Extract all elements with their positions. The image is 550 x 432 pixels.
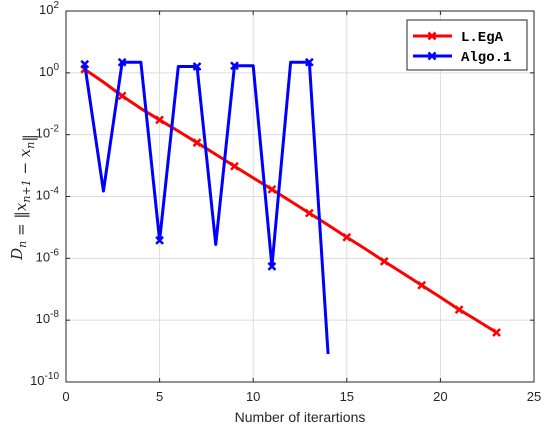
y-tick-label: 10-6	[36, 247, 60, 264]
y-tick-labels: 10-10 10-8 10-6 10-4 10-2 100 102	[30, 0, 59, 388]
data-point-1	[230, 61, 239, 71]
data-point-0	[342, 232, 352, 242]
y-tick-label: 102	[39, 0, 59, 17]
x-tick-label: 20	[433, 389, 447, 404]
series-layer	[80, 57, 501, 355]
y-tick-label: 100	[39, 62, 59, 79]
data-point-1	[267, 261, 277, 271]
data-point-1	[304, 57, 314, 67]
x-tick-label: 0	[62, 389, 69, 404]
data-point-1	[117, 57, 127, 67]
legend-marker-0	[427, 31, 437, 41]
data-point-0	[267, 184, 277, 194]
y-tick-label: 10-2	[36, 124, 60, 141]
x-tick-label: 10	[246, 389, 260, 404]
legend-label-algo1: Algo.1	[461, 50, 511, 66]
y-tick-label: 10-8	[36, 309, 60, 326]
data-point-1	[155, 236, 164, 245]
data-point-1	[192, 62, 202, 71]
ticks	[65, 10, 535, 383]
legend: L.EgA Algo.1	[406, 19, 528, 71]
data-point-0	[155, 115, 164, 125]
x-tick-label: 15	[340, 389, 354, 404]
data-point-0	[117, 91, 127, 101]
data-point-1	[80, 59, 90, 69]
grid	[66, 11, 534, 382]
x-tick-label: 5	[156, 389, 163, 404]
data-point-0	[304, 208, 314, 218]
y-tick-label: 10-4	[36, 186, 60, 203]
x-axis-label: Number of iterartions	[235, 409, 366, 425]
data-point-0	[379, 256, 389, 266]
y-tick-label: 10-10	[30, 371, 59, 388]
series-line-0	[83, 68, 498, 334]
data-point-0	[492, 328, 501, 337]
legend-marker-1	[427, 51, 437, 61]
y-axis-label: Dn = ‖xn+1 − xn‖	[8, 134, 38, 261]
data-point-0	[417, 280, 427, 290]
legend-label-legA: L.EgA	[461, 30, 504, 46]
series-line-1	[83, 60, 330, 355]
data-point-0	[454, 305, 464, 314]
legend-box	[406, 19, 528, 71]
x-tick-labels: 0 5 10 15 20 25	[62, 389, 541, 404]
x-tick-label: 25	[527, 389, 541, 404]
data-point-0	[230, 161, 239, 171]
data-point-0	[192, 138, 202, 148]
